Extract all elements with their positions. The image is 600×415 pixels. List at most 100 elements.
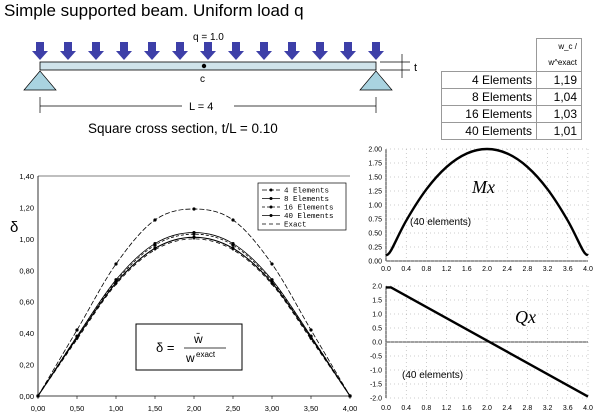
legend-entry: Exact <box>284 222 307 230</box>
ratio-row-label: 40 Elements <box>441 122 537 140</box>
shear-y-tick-label: 2.0 <box>372 284 382 291</box>
deflection-data-point <box>115 283 117 286</box>
load-arrow-icon <box>340 51 356 60</box>
deflection-chart: 0,00 0,50 1,00 1,50 2,00 2,50 3,00 3,50 4,00 0,0… <box>10 172 357 413</box>
ratio-table-row: 8 Elements 1,04 <box>441 88 582 106</box>
deflection-data-point <box>153 243 157 247</box>
right-support-icon <box>359 70 393 91</box>
shear-series-line <box>386 286 589 398</box>
shear-y-tick-label: -2.0 <box>370 396 382 403</box>
deflection-data-point <box>232 249 234 251</box>
section-label: Square cross section, t/L = 0.10 <box>88 121 278 136</box>
moment-note: (40 elements) <box>410 217 471 228</box>
deflection-series-line <box>37 232 351 397</box>
shear-x-tick-label: 2.0 <box>482 405 492 412</box>
moment-x-tick-label: 4.0 <box>583 266 593 273</box>
load-arrow-shaft <box>288 42 296 51</box>
shear-x-ticks: 0.0 0.4 0.8 1.2 1.6 2.0 2.4 2.8 3.2 3.6 4.0 <box>381 405 593 412</box>
load-arrow-shaft <box>64 42 72 51</box>
legend-entry: 40 Elements <box>284 213 334 221</box>
load-label: q = 1.0 <box>193 32 224 43</box>
load-arrow-shaft <box>120 42 128 51</box>
shear-y-tick-label: 0.5 <box>372 326 382 333</box>
formula-numerator: w̄ <box>193 332 203 346</box>
deflection-y-tick-label: 0,20 <box>19 361 34 370</box>
moment-x-tick-label: 2.4 <box>502 266 512 273</box>
deflection-x-tick-label: 0,50 <box>70 404 85 413</box>
shear-x-tick-label: 2.8 <box>523 405 533 412</box>
deflection-x-tick-label: 1,00 <box>109 404 124 413</box>
ratio-row-label: 8 Elements <box>441 88 537 106</box>
load-arrow-shaft <box>148 42 156 51</box>
page-title: Simple supported beam. Uniform load q <box>4 1 304 20</box>
deflection-data-point <box>154 249 156 251</box>
legend-marker <box>269 188 273 192</box>
deflection-y-tick-label: 1,00 <box>19 235 34 244</box>
shear-chart: 0.0 0.4 0.8 1.2 1.6 2.0 2.4 2.8 3.2 3.6 4.0 2.0 1.5… <box>370 284 593 413</box>
ratio-table-row: 40 Elements 1,01 <box>441 122 582 140</box>
deflection-x-tick-label: 3,50 <box>304 404 319 413</box>
deflection-x-ticks: 0,00 0,50 1,00 1,50 2,00 2,50 3,00 3,50 4,00 <box>31 396 357 413</box>
moment-series-line <box>385 147 589 257</box>
deflection-data-point <box>75 328 79 332</box>
load-arrows <box>32 42 384 60</box>
moment-y-tick-label: 1.75 <box>368 161 382 168</box>
shear-y-tick-label: -1.0 <box>370 368 382 375</box>
moment-x-tick-label: 1.6 <box>462 266 472 273</box>
shear-x-tick-label: 0.8 <box>422 405 432 412</box>
load-arrow-icon <box>88 51 104 60</box>
deflection-data-point <box>192 235 196 239</box>
load-arrow-icon <box>312 51 328 60</box>
moment-x-ticks: 0.0 0.4 0.8 1.2 1.6 2.0 2.4 2.8 3.2 3.6 4.0 <box>381 266 593 273</box>
deflection-data-point <box>75 336 79 340</box>
moment-y-tick-label: 1.00 <box>368 203 382 210</box>
load-arrow-shaft <box>316 42 324 51</box>
moment-x-tick-label: 1.2 <box>442 266 452 273</box>
deflection-y-tick-label: 0,80 <box>19 266 34 275</box>
legend-entry: 16 Elements <box>284 205 334 213</box>
moment-x-tick-label: 0.8 <box>422 266 432 273</box>
moment-x-tick-label: 3.6 <box>563 266 573 273</box>
deflection-x-tick-label: 1,50 <box>148 404 163 413</box>
moment-x-tick-label: 2.8 <box>523 266 533 273</box>
deflection-data-point <box>192 207 196 211</box>
formula-box: δ = w̄ w exact <box>135 323 243 371</box>
load-arrow-shaft <box>204 42 212 51</box>
shear-x-tick-label: 2.4 <box>502 405 512 412</box>
deflection-data-point <box>76 338 78 341</box>
deflection-x-tick-label: 3,00 <box>265 404 280 413</box>
shear-x-tick-label: 4.0 <box>583 405 593 412</box>
load-arrow-icon <box>256 51 272 60</box>
shear-y-tick-label: -1.5 <box>370 382 382 389</box>
load-arrow-shaft <box>372 42 380 51</box>
ratio-row-value: 1,03 <box>536 105 582 123</box>
moment-x-tick-label: 0.0 <box>381 266 391 273</box>
deflection-data-point <box>231 218 235 222</box>
load-arrow-icon <box>172 51 188 60</box>
ratio-row-value: 1,01 <box>536 122 582 140</box>
moment-chart: 0.0 0.4 0.8 1.2 1.6 2.0 2.4 2.8 3.2 3.6 4.0 0.000.… <box>368 147 593 274</box>
ratio-table-row: 4 Elements 1,19 <box>441 71 582 89</box>
moment-y-tick-label: 0.75 <box>368 217 382 224</box>
shear-curve <box>386 286 589 398</box>
deflection-curves <box>36 207 352 398</box>
center-label: c <box>200 74 205 85</box>
deflection-data-point <box>231 243 235 247</box>
deflection-y-tick-label: 1,40 <box>19 172 34 181</box>
deflection-data-point <box>310 338 312 341</box>
moment-x-tick-label: 0.4 <box>401 266 411 273</box>
deflection-data-point <box>309 336 313 340</box>
load-arrow-shaft <box>260 42 268 51</box>
length-label: L = 4 <box>189 101 213 113</box>
moment-y-tick-label: 1.50 <box>368 175 382 182</box>
ratio-table-corner <box>442 39 537 72</box>
load-arrow-shaft <box>232 42 240 51</box>
deflection-y-tick-label: 0,40 <box>19 329 34 338</box>
load-arrow-shaft <box>36 42 44 51</box>
deflection-data-point <box>270 281 274 285</box>
load-arrow-icon <box>32 51 48 60</box>
shear-y-tick-label: 1.5 <box>372 298 382 305</box>
deflection-y-tick-label: 1,20 <box>19 203 34 212</box>
